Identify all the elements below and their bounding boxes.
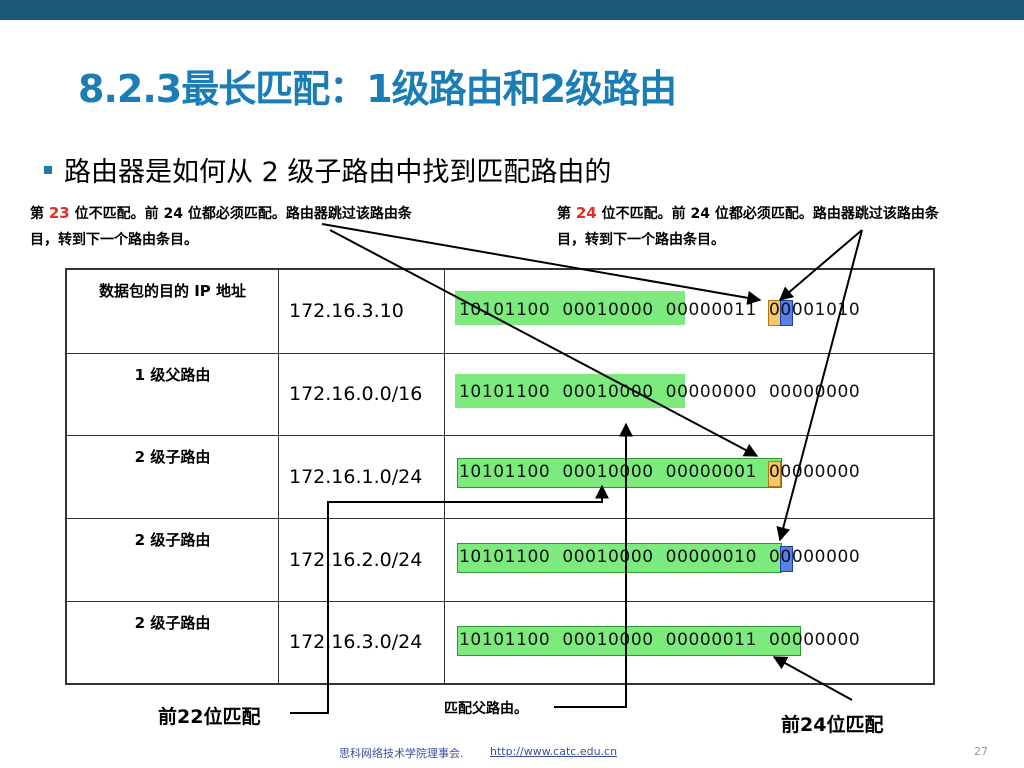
bit23-marker <box>768 460 781 487</box>
top-bar <box>0 0 1024 20</box>
row-label: 数据包的目的 IP 地址 <box>65 268 279 354</box>
table-row: 2 级子路由 172.16.3.0/24 10101100 00010000 0… <box>65 600 935 685</box>
routing-table: 数据包的目的 IP 地址 172.16.3.10 10101100 000100… <box>65 268 935 685</box>
row-address: 172.16.2.0/24 <box>278 517 445 602</box>
row-label: 2 级子路由 <box>65 600 279 685</box>
row-label: 2 级子路由 <box>65 434 279 519</box>
note-left-prefix: 第 <box>30 206 49 222</box>
table-row: 2 级子路由 172.16.2.0/24 10101100 00010000 0… <box>65 517 935 602</box>
match-highlight <box>457 625 801 656</box>
arrow-right-note-to-row4 <box>776 229 863 542</box>
footer-link[interactable]: http://www.catc.edu.cn <box>490 745 618 758</box>
table-row: 2 级子路由 172.16.1.0/24 10101100 00010000 0… <box>65 434 935 519</box>
row-address: 172.16.3.10 <box>278 268 445 354</box>
arrow-left-note-to-bit23 <box>321 223 762 305</box>
arrow-24bit-match <box>772 656 853 701</box>
note-right-prefix: 第 <box>557 206 576 222</box>
match-highlight <box>455 373 685 408</box>
slide-title: 8.2.3最长匹配：1级路由和2级路由 <box>78 67 677 111</box>
table-row: 1 级父路由 172.16.0.0/16 10101100 00010000 0… <box>65 352 935 436</box>
note-right-line2: 目，转到下一个路由条目。 <box>557 232 725 248</box>
row-address: 172.16.0.0/16 <box>278 352 445 436</box>
page-number: 27 <box>974 745 988 758</box>
footer-org: 思科网络技术学院理事会. <box>339 747 464 760</box>
row-bits-cell: 10101100 00010000 00000001 00000000 <box>444 434 935 519</box>
row-bits: 10101100 00010000 00000001 00000000 <box>459 461 861 482</box>
caption-22-bit-match: 前22位匹配 <box>158 706 261 728</box>
bullet-text: 路由器是如何从 2 级子路由中找到匹配路由的 <box>64 157 612 188</box>
note-right-text: 位不匹配。前 24 位都必须匹配。路由器跳过该路由条 <box>596 206 939 222</box>
square-bullet-icon <box>44 165 52 174</box>
arrow-parent-match <box>554 422 633 708</box>
row-bits: 10101100 00010000 00000000 00000000 <box>459 381 861 402</box>
note-left-line2: 目，转到下一个路由条目。 <box>30 232 198 248</box>
note-left-text: 位不匹配。前 24 位都必须匹配。路由器跳过该路由条 <box>69 206 412 222</box>
row-address: 172.16.3.0/24 <box>278 600 445 685</box>
bit24-marker <box>780 545 793 572</box>
row-bits: 10101100 00010000 00000011 00000000 <box>459 629 861 650</box>
row-bits-cell: 10101100 00010000 00000000 00000000 <box>444 352 935 436</box>
note-right-number: 24 <box>575 204 597 222</box>
caption-parent-match: 匹配父路由。 <box>444 701 528 717</box>
row-bits-cell: 10101100 00010000 00000011 00001010 <box>444 268 935 354</box>
row-bits-cell: 10101100 00010000 00000011 00000000 <box>444 600 935 685</box>
note-right: 第 24 位不匹配。前 24 位都必须匹配。路由器跳过该路由条 目，转到下一个路… <box>557 200 939 253</box>
table-row: 数据包的目的 IP 地址 172.16.3.10 10101100 000100… <box>65 268 935 354</box>
arrow-right-note-to-bit24 <box>778 229 863 301</box>
match-highlight <box>455 291 685 325</box>
bullet-point: 路由器是如何从 2 级子路由中找到匹配路由的 <box>44 150 611 189</box>
row-bits-cell: 10101100 00010000 00000010 00000000 <box>444 517 935 602</box>
row-label: 1 级父路由 <box>65 352 279 436</box>
footer-url-wrap: http://www.catc.edu.cn <box>490 745 617 758</box>
note-left: 第 23 位不匹配。前 24 位都必须匹配。路由器跳过该路由条 目，转到下一个路… <box>30 200 412 253</box>
match-highlight <box>457 542 782 573</box>
row-bits: 10101100 00010000 00000011 00001010 <box>459 300 861 320</box>
row-label: 2 级子路由 <box>65 517 279 602</box>
row-bits: 10101100 00010000 00000010 00000000 <box>459 546 861 567</box>
match-highlight <box>457 457 782 488</box>
caption-24-bit-match: 前24位匹配 <box>781 714 884 736</box>
arrow-22bit-match <box>290 484 609 714</box>
arrow-left-note-to-row3 <box>329 229 759 457</box>
note-left-number: 23 <box>48 204 70 222</box>
